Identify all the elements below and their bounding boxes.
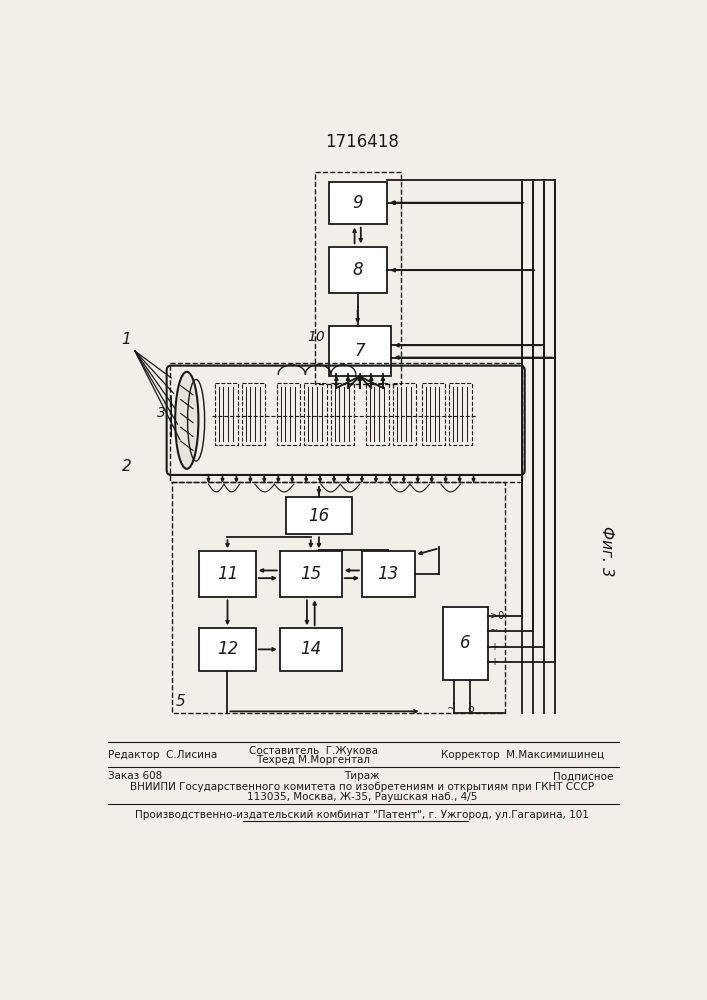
Text: 113035, Москва, Ж-35, Раушская наб., 4/5: 113035, Москва, Ж-35, Раушская наб., 4/5 [247, 792, 477, 802]
Text: 7: 7 [354, 342, 365, 360]
FancyBboxPatch shape [362, 551, 414, 597]
Text: 16: 16 [308, 507, 329, 525]
Text: ВНИИПИ Государственного комитета по изобретениям и открытиям при ГКНТ СССР: ВНИИПИ Государственного комитета по изоб… [130, 782, 594, 792]
Ellipse shape [175, 372, 199, 469]
Text: ~: ~ [448, 704, 457, 714]
Text: 1: 1 [121, 332, 131, 347]
FancyBboxPatch shape [329, 247, 387, 293]
FancyBboxPatch shape [443, 607, 488, 680]
Text: Производственно-издательский комбинат "Патент", г. Ужгород, ул.Гагарина, 101: Производственно-издательский комбинат "П… [135, 810, 589, 820]
Text: Техред М.Моргентал: Техред М.Моргентал [256, 755, 370, 765]
Text: Корректор  М.Максимишинец: Корректор М.Максимишинец [440, 750, 604, 760]
Text: +: + [490, 657, 498, 667]
Text: +: + [490, 642, 498, 652]
Text: 3: 3 [157, 406, 166, 420]
Text: 14: 14 [300, 640, 322, 658]
Text: 8: 8 [352, 261, 363, 279]
Text: 10: 10 [307, 330, 325, 344]
FancyBboxPatch shape [199, 628, 256, 671]
Text: Заказ 608: Заказ 608 [107, 771, 162, 781]
Text: 1716418: 1716418 [325, 133, 399, 151]
Text: 9: 9 [352, 194, 363, 212]
Text: 11: 11 [217, 565, 238, 583]
Text: ~: ~ [490, 626, 498, 636]
Text: Редактор  С.Лисина: Редактор С.Лисина [107, 750, 217, 760]
Text: 6: 6 [460, 634, 470, 652]
Text: 13: 13 [378, 565, 399, 583]
Text: Тираж: Тираж [344, 771, 380, 781]
Text: 5: 5 [176, 694, 186, 709]
FancyBboxPatch shape [286, 497, 352, 534]
FancyBboxPatch shape [329, 182, 387, 224]
Text: Подписное: Подписное [554, 771, 614, 781]
Text: Фиг. 3: Фиг. 3 [599, 526, 614, 576]
Text: 15: 15 [300, 565, 322, 583]
Text: 12: 12 [217, 640, 238, 658]
Text: >0: >0 [490, 611, 504, 621]
Text: Составитель  Г.Жукова: Составитель Г.Жукова [249, 746, 378, 756]
Text: 2: 2 [122, 459, 132, 474]
FancyBboxPatch shape [329, 326, 391, 376]
Text: o: o [467, 704, 474, 714]
FancyBboxPatch shape [280, 551, 341, 597]
FancyBboxPatch shape [199, 551, 256, 597]
FancyBboxPatch shape [280, 628, 341, 671]
